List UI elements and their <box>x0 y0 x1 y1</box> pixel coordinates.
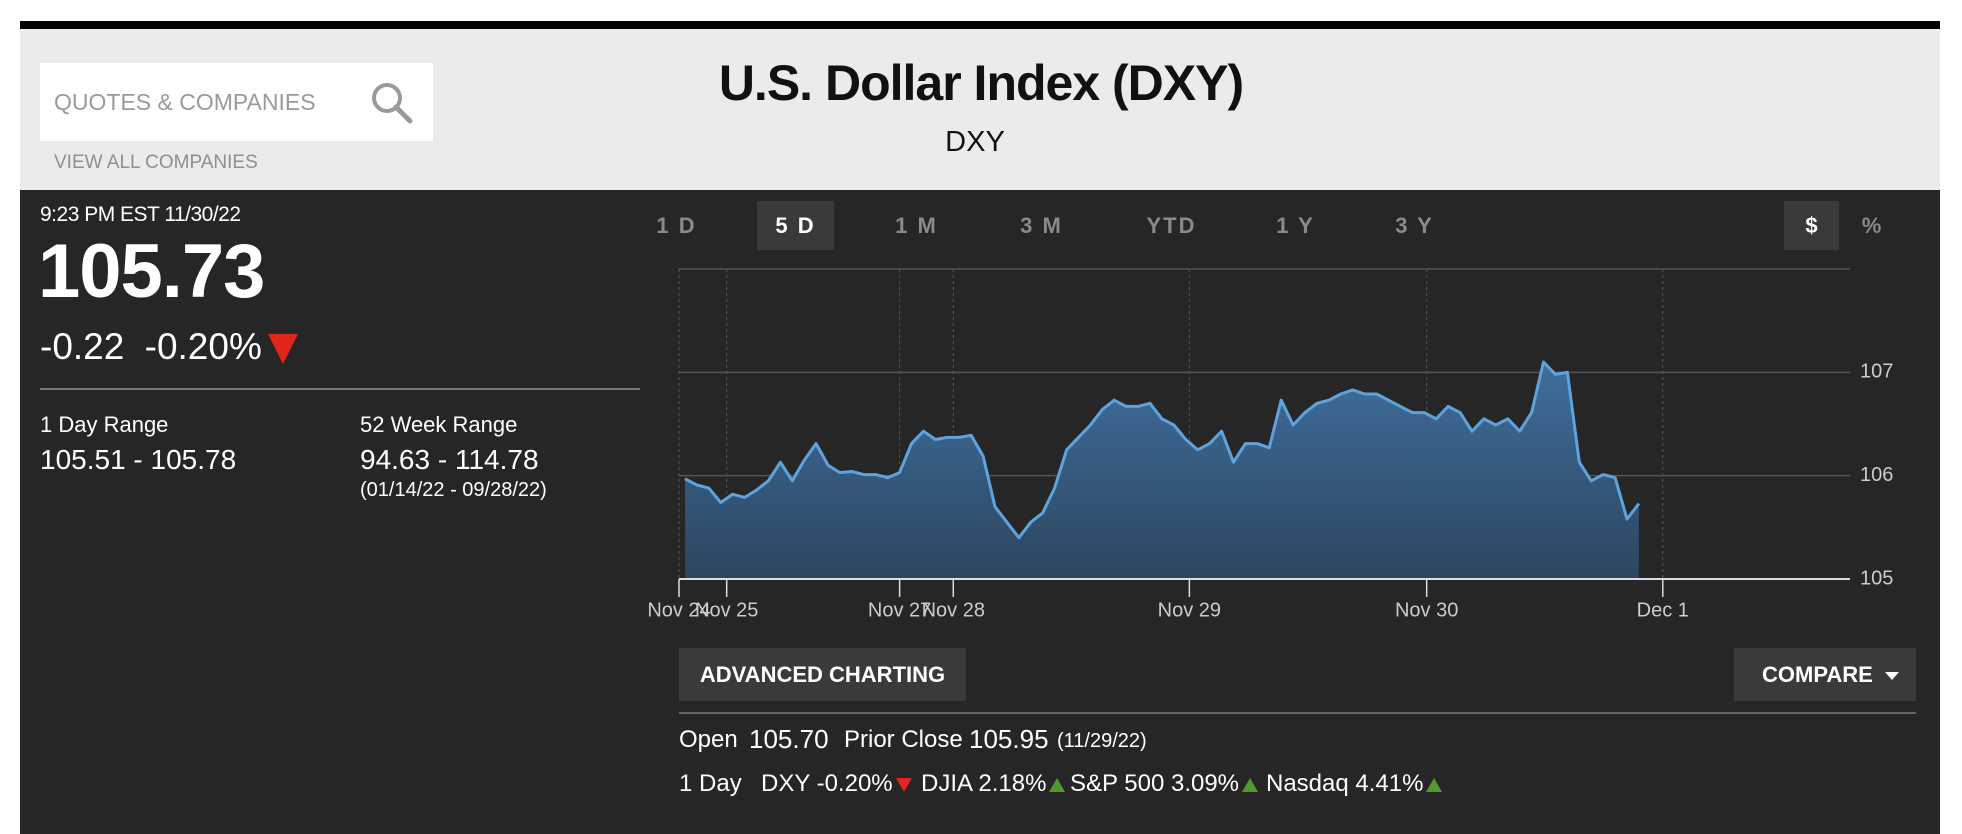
period-tab[interactable]: 1 M <box>895 213 938 238</box>
direction-arrow <box>895 777 912 792</box>
unit-tab[interactable]: % <box>1861 213 1882 238</box>
index-change: DXY -0.20% <box>761 770 912 798</box>
symbol: DXY <box>945 126 1005 158</box>
range-label: 52 Week Range <box>360 412 518 437</box>
x-tick-label: Nov 24 <box>647 599 710 621</box>
direction-arrow <box>1049 777 1066 792</box>
x-tick-label: Nov 30 <box>1395 599 1458 621</box>
search-icon[interactable] <box>370 81 414 125</box>
top-bar <box>20 21 1940 29</box>
direction-arrow <box>267 334 298 365</box>
y-tick-label: 106 <box>1860 464 1893 486</box>
change-row: -0.22 -0.20% <box>40 326 298 368</box>
index-text: DXY -0.20% <box>761 770 893 797</box>
open-value: 105.70 <box>749 724 829 754</box>
index-text: S&P 500 3.09% <box>1070 770 1240 797</box>
index-change: S&P 500 3.09% <box>1070 770 1259 798</box>
range-value: 105.51 - 105.78 <box>40 444 237 475</box>
y-tick-label: 107 <box>1860 361 1893 383</box>
advanced-charting-button[interactable]: ADVANCED CHARTING <box>679 648 966 701</box>
page-title: U.S. Dollar Index (DXY) <box>718 55 1244 111</box>
index-change: Nasdaq 4.41% <box>1266 770 1443 798</box>
compare-button[interactable]: COMPARE <box>1734 648 1916 701</box>
timestamp: 9:23 PM EST 11/30/22 <box>40 203 241 226</box>
period-tab[interactable]: 3 M <box>1020 213 1063 238</box>
prior-close-value: 105.95 <box>969 724 1049 754</box>
index-change: DJIA 2.18% <box>921 770 1066 798</box>
divider <box>679 712 1916 714</box>
period-tab[interactable]: 1 D <box>656 213 697 238</box>
period-label: 1 Day <box>679 770 742 797</box>
period-tab[interactable]: 5 D <box>757 201 834 250</box>
area <box>685 362 1639 579</box>
view-all-link[interactable]: VIEW ALL COMPANIES <box>54 152 258 173</box>
price: 105.73 <box>38 229 265 314</box>
range-dates: (01/14/22 - 09/28/22) <box>360 479 547 501</box>
search-placeholder[interactable]: QUOTES & COMPANIES <box>54 89 316 115</box>
unit-tab[interactable]: $ <box>1784 201 1839 250</box>
period-tab[interactable]: 3 Y <box>1395 213 1434 238</box>
prior-close-date: (11/29/22) <box>1057 730 1147 752</box>
x-tick-label: Nov 27 <box>868 599 931 621</box>
period-tab[interactable]: YTD <box>1146 213 1197 238</box>
range-label: 1 Day Range <box>40 412 169 437</box>
change-percent: -0.20% <box>144 326 262 367</box>
index-text: Nasdaq 4.41% <box>1266 770 1424 797</box>
change: -0.22 <box>40 326 125 367</box>
divider <box>40 388 640 390</box>
range-value: 94.63 - 114.78 <box>360 444 539 475</box>
x-tick-label: Dec 1 <box>1637 599 1689 621</box>
prior-close-label: Prior Close <box>844 726 963 753</box>
index-text: DJIA 2.18% <box>921 770 1047 797</box>
open-label: Open <box>679 726 738 753</box>
compare-label[interactable]: COMPARE <box>1762 662 1873 687</box>
search-box[interactable]: QUOTES & COMPANIES <box>40 63 433 141</box>
dropdown-caret[interactable] <box>1884 672 1899 681</box>
line <box>684 360 1641 540</box>
x-tick-label: Nov 25 <box>695 599 758 621</box>
y-tick-label: 105 <box>1860 567 1893 589</box>
direction-arrow <box>1242 777 1259 792</box>
x-tick-label: Nov 29 <box>1158 599 1221 621</box>
x-tick-label: Nov 28 <box>922 599 985 621</box>
period-tab[interactable]: 1 Y <box>1276 213 1315 238</box>
direction-arrow <box>1426 777 1443 792</box>
